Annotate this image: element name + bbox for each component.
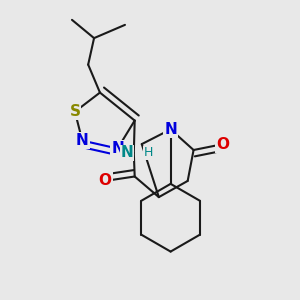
Text: N: N	[111, 141, 124, 156]
Text: H: H	[144, 146, 153, 159]
Text: N: N	[164, 122, 177, 137]
Text: O: O	[217, 136, 230, 152]
Text: N: N	[76, 133, 89, 148]
Text: S: S	[69, 104, 80, 119]
Text: O: O	[99, 173, 112, 188]
Text: N: N	[121, 146, 134, 160]
